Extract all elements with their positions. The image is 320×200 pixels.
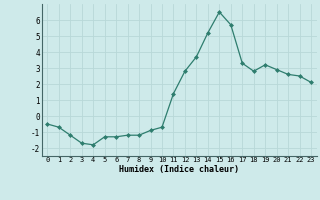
X-axis label: Humidex (Indice chaleur): Humidex (Indice chaleur) [119,165,239,174]
